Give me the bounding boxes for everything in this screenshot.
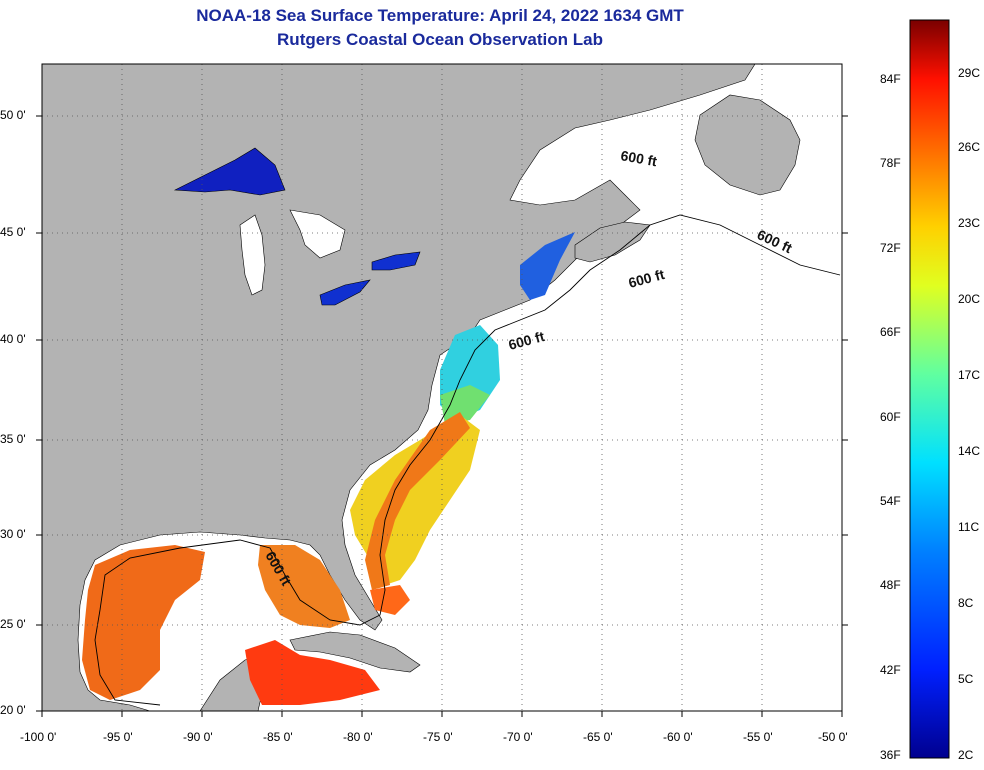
colorbar	[909, 19, 950, 759]
lon-label: -65 0'	[583, 730, 613, 744]
lon-label: -70 0'	[503, 730, 533, 744]
colorbar-f-label: 72F	[880, 241, 901, 255]
lon-label: -85 0'	[263, 730, 293, 744]
colorbar-c-label: 20C	[958, 292, 981, 306]
colorbar-c-label: 5C	[958, 672, 974, 686]
lon-label: -100 0'	[20, 730, 57, 744]
sst-gulf-of-maine	[520, 232, 575, 300]
land-north-america	[42, 64, 756, 711]
lon-label: -75 0'	[423, 730, 453, 744]
colorbar-c-label: 14C	[958, 444, 981, 458]
lat-label: 45 0'	[0, 225, 26, 239]
lake-michigan	[239, 214, 266, 296]
lat-label: 25 0'	[0, 617, 26, 631]
axis-ticks	[36, 115, 848, 717]
lat-label: 30 0'	[0, 527, 26, 541]
colorbar-c-label: 8C	[958, 596, 974, 610]
lon-label: -90 0'	[183, 730, 213, 744]
colorbar-f-label: 78F	[880, 156, 901, 170]
lat-label: 35 0'	[0, 432, 26, 446]
lon-label: -80 0'	[343, 730, 373, 744]
lat-lon-grid	[42, 64, 842, 711]
sst-mid-atlantic-inner	[440, 385, 490, 425]
land-newfoundland	[694, 94, 801, 196]
lat-label: 40 0'	[0, 332, 26, 346]
lat-label: 50 0'	[0, 108, 26, 122]
colorbar-f-label: 42F	[880, 663, 901, 677]
lon-label: -50 0'	[818, 730, 848, 744]
colorbar-c-label: 11C	[958, 520, 980, 534]
colorbar-f-label: 36F	[880, 748, 901, 762]
map-title: NOAA-18 Sea Surface Temperature: April 2…	[196, 6, 684, 25]
land-cuba	[289, 631, 421, 673]
contour-label: 600 ft	[619, 147, 658, 169]
land-nova-scotia	[574, 221, 651, 263]
lon-label: -55 0'	[743, 730, 773, 744]
colorbar-f-label: 84F	[880, 72, 901, 86]
colorbar-c-label: 23C	[958, 216, 981, 230]
map-subtitle: Rutgers Coastal Ocean Observation Lab	[277, 30, 603, 49]
lake-superior	[173, 147, 286, 196]
lake-ontario	[371, 251, 421, 271]
colorbar-f-label: 66F	[880, 325, 901, 339]
lat-label: 20 0'	[0, 703, 26, 717]
colorbar-f-label: 54F	[880, 494, 901, 508]
colorbar-c-label: 29C	[958, 66, 981, 80]
colorbar-c-label: 2C	[958, 748, 974, 762]
colorbar-f-label: 60F	[880, 410, 901, 424]
colorbar-c-label: 26C	[958, 140, 981, 154]
sst-gulf-stream	[365, 412, 470, 590]
isobath-600ft	[94, 214, 841, 706]
lon-label: -60 0'	[663, 730, 693, 744]
sst-gulf-of-mexico-west	[82, 545, 205, 700]
sst-caribbean	[245, 640, 380, 705]
lon-label: -95 0'	[103, 730, 133, 744]
lake-huron	[289, 209, 346, 259]
sst-florida-straits	[370, 585, 410, 615]
sst-gulf-of-mexico-east	[258, 545, 350, 628]
lake-erie	[319, 279, 371, 306]
colorbar-f-label: 48F	[880, 578, 901, 592]
colorbar-c-label: 17C	[958, 368, 981, 382]
